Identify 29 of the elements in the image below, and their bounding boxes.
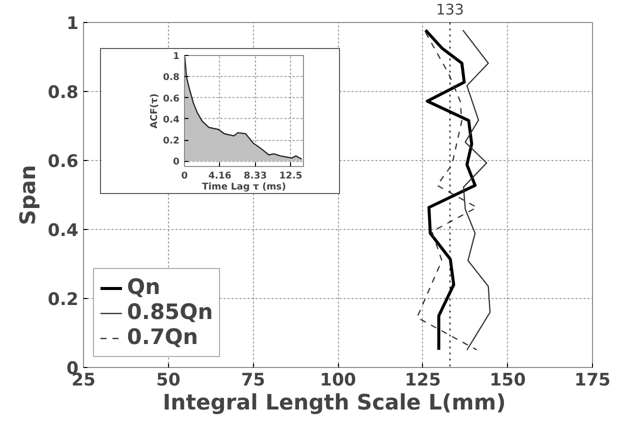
- x-tick-label: 175: [574, 370, 611, 390]
- y-tick-label: 0.4: [162, 114, 180, 126]
- x-tick-label: 100: [320, 370, 356, 390]
- x-tick-label: 12.5: [279, 170, 302, 182]
- y-tick-label: 1: [173, 51, 180, 62]
- x-tick-label: 0: [181, 170, 188, 182]
- x-tick-label: 50: [156, 370, 180, 390]
- y-tick-label: 0.6: [162, 93, 180, 104]
- x-tick-label: 125: [404, 370, 441, 390]
- x-tick-label: 4.16: [208, 170, 232, 182]
- y-tick-label: 0.4: [48, 221, 79, 241]
- x-axis-title: Integral Length Scale L(mm): [162, 390, 506, 416]
- legend-label: 0.7Qn: [127, 325, 198, 350]
- y-tick-label: 0.6: [48, 152, 79, 172]
- x-tick-label: 8.33: [244, 170, 267, 182]
- y-axis-title: ACF(τ): [148, 94, 160, 128]
- y-tick-label: 0.2: [162, 136, 180, 147]
- ref-line-label: 133: [436, 2, 464, 18]
- legend-label: 0.85Qn: [127, 300, 213, 325]
- x-tick-label: 75: [241, 370, 266, 390]
- x-axis-title: Time Lag τ (ms): [202, 182, 286, 192]
- y-tick-label: 0.8: [48, 83, 79, 103]
- legend-label: Qn: [127, 275, 160, 300]
- x-tick-label: 150: [490, 370, 526, 390]
- y-tick-label: 0.2: [48, 290, 79, 310]
- y-axis-title: Span: [16, 164, 41, 226]
- y-tick-label: 0.8: [162, 72, 180, 84]
- y-tick-label: 1: [66, 14, 79, 34]
- y-tick-label: 0: [173, 156, 180, 168]
